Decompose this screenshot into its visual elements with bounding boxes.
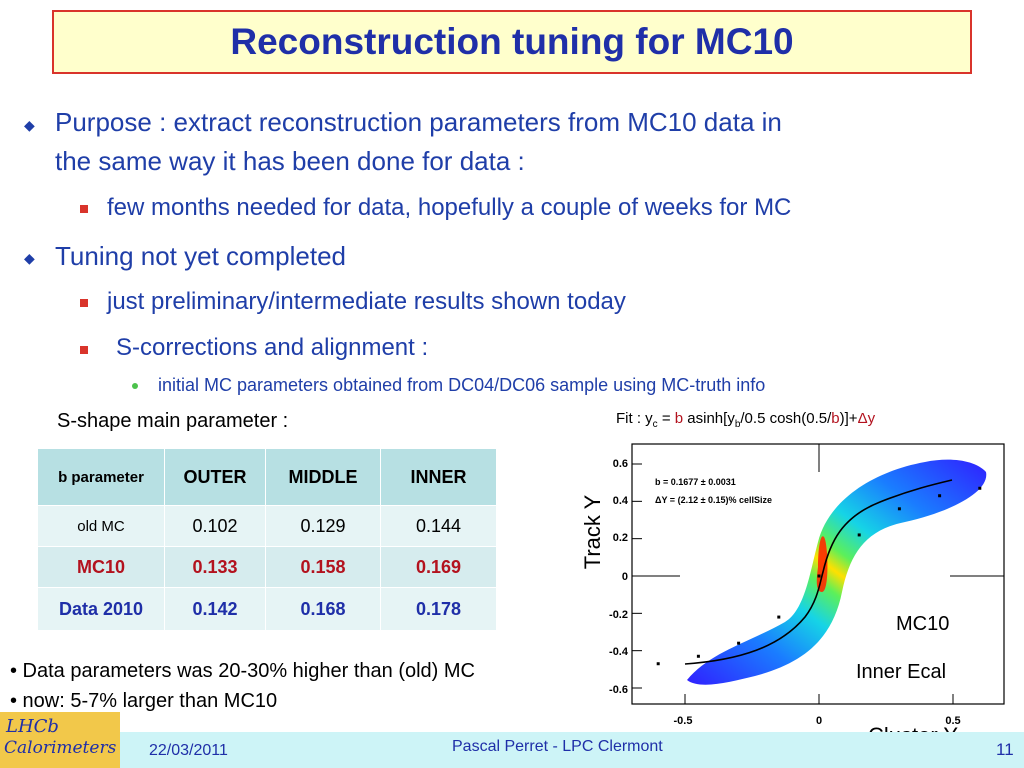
x-tick-label: -0.5 (674, 715, 693, 727)
sub-bullet-tuning-1: just preliminary/intermediate results sh… (107, 288, 626, 315)
sub-sub-bullet: initial MC parameters obtained from DC04… (158, 375, 766, 395)
profile-point (737, 641, 741, 645)
fit-curve (684, 479, 953, 665)
table-header-cell: OUTER (164, 448, 266, 506)
profile-point (696, 654, 700, 658)
note-line: • now: 5-7% larger than MC10 (10, 690, 278, 712)
stat-dy: ΔY = (2.12 ± 0.15)% cellSize (655, 495, 772, 505)
table-cell: Data 2010 (37, 587, 165, 631)
footer-date: 22/03/2011 (149, 742, 228, 759)
fit-b: b (674, 410, 684, 427)
table-cell: 0.144 (380, 505, 497, 547)
plot-points (656, 486, 982, 666)
table-header-cell: MIDDLE (265, 448, 381, 506)
table-cell: 0.102 (164, 505, 266, 547)
square-bullet-icon (80, 346, 88, 354)
profile-point (857, 533, 861, 537)
y-tick-label: 0.4 (613, 495, 629, 507)
y-tick-label: 0.6 (613, 458, 628, 470)
diamond-bullet-icon: ◆ (24, 250, 35, 266)
table-cell: old MC (37, 505, 165, 547)
fit-part: Fit : y (616, 410, 653, 427)
bullet-purpose-line2: the same way it has been done for data : (55, 146, 525, 176)
square-bullet-icon (80, 299, 88, 307)
y-tick-label: -0.2 (609, 609, 628, 621)
x-tick-label: 0 (816, 715, 822, 727)
fit-formula: Fit : yc = b asinh[yb/0.5 cosh(0.5/b)]+Δ… (616, 410, 875, 430)
y-tick-label: -0.6 (609, 684, 628, 696)
fit-delta: Δy (857, 410, 876, 427)
table-header-row: b parameter OUTER MIDDLE INNER (37, 448, 497, 506)
density-band (687, 459, 987, 685)
plot-ticks (632, 463, 954, 704)
footer-bar (0, 732, 1024, 768)
table-header-cell: INNER (380, 448, 497, 506)
s-shape-plot: b = 0.1677 ± 0.0031 ΔY = (2.12 ± 0.15)% … (580, 443, 1005, 727)
profile-point (897, 507, 901, 511)
profile-point (978, 486, 982, 490)
inner-ecal-label: Inner Ecal (856, 661, 946, 683)
logo-line1: LHCb (6, 716, 59, 737)
table-cell: 0.178 (380, 587, 497, 631)
square-bullet-icon (80, 205, 88, 213)
stat-b: b = 0.1677 ± 0.0031 (655, 477, 736, 487)
profile-point (938, 494, 942, 498)
table-cell: 0.129 (265, 505, 381, 547)
table-header-cell: b parameter (37, 448, 165, 506)
table-cell: 0.133 (164, 546, 266, 588)
sub-bullet-purpose: few months needed for data, hopefully a … (107, 194, 792, 221)
profile-point (777, 615, 781, 619)
y-tick-label: -0.4 (609, 646, 629, 658)
profile-point (817, 574, 821, 578)
footer-page-number: 11 (996, 740, 1014, 759)
lhcb-calorimeters-logo: LHCb Calorimeters (0, 712, 120, 768)
table-row: Data 2010 0.142 0.168 0.178 (37, 587, 497, 631)
y-tick-label: 0.2 (613, 532, 628, 544)
x-tick-label: 0.5 (945, 715, 960, 727)
fit-part: /0.5 cosh(0.5/ (740, 410, 832, 427)
footer-author: Pascal Perret - LPC Clermont (452, 738, 663, 755)
slide-title: Reconstruction tuning for MC10 (230, 21, 794, 62)
table-row: MC10 0.133 0.158 0.169 (37, 546, 497, 588)
fit-part: asinh[y (683, 410, 735, 427)
table-cell: MC10 (37, 546, 165, 588)
dot-bullet-icon (132, 383, 138, 389)
logo-line2: Calorimeters (4, 738, 117, 758)
table-cell: 0.158 (265, 546, 381, 588)
table-cell: 0.168 (265, 587, 381, 631)
fit-part: )]+ (839, 410, 858, 427)
note-line: • Data parameters was 20-30% higher than… (10, 660, 475, 682)
fit-b: b (831, 410, 840, 427)
fit-sub: c (652, 419, 658, 430)
table-caption: S-shape main parameter : (57, 410, 289, 432)
density-core (816, 536, 828, 592)
title-box: Reconstruction tuning for MC10 (52, 10, 972, 74)
table-row: old MC 0.102 0.129 0.144 (37, 505, 497, 547)
y-axis-label: Track Y (580, 494, 605, 569)
table-cell: 0.142 (164, 587, 266, 631)
parameter-table: b parameter OUTER MIDDLE INNER old MC 0.… (37, 448, 497, 631)
bullet-purpose-line1: Purpose : extract reconstruction paramet… (55, 107, 782, 137)
fit-part: = (657, 410, 675, 427)
bullet-tuning: Tuning not yet completed (55, 241, 346, 271)
diamond-bullet-icon: ◆ (24, 117, 35, 133)
fit-sub: b (734, 419, 741, 430)
mc10-label: MC10 (896, 613, 949, 635)
table-cell: 0.169 (380, 546, 497, 588)
y-tick-label: 0 (622, 571, 628, 583)
sub-bullet-tuning-2: S-corrections and alignment : (116, 334, 429, 361)
profile-point (656, 662, 660, 666)
